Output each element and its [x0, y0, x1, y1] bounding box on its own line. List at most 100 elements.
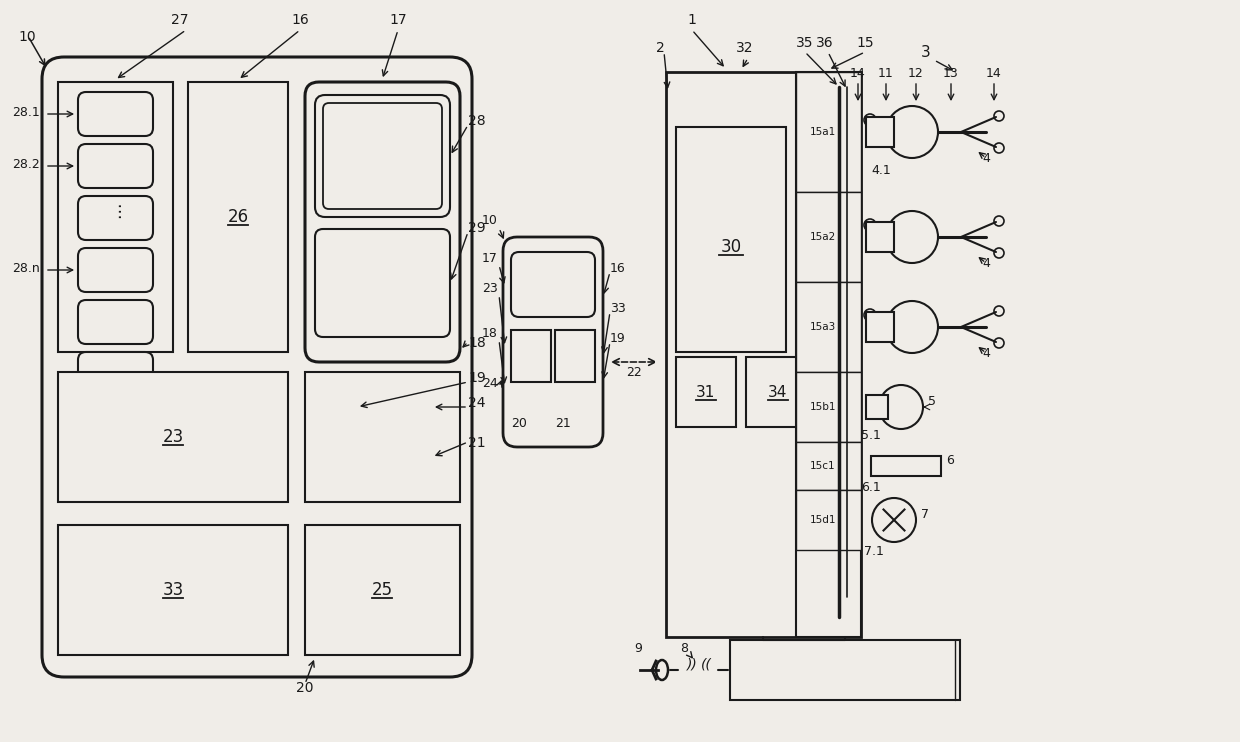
Text: 5: 5 — [928, 395, 936, 408]
Text: 21: 21 — [556, 417, 570, 430]
Text: 18: 18 — [482, 327, 498, 340]
Text: 16: 16 — [291, 13, 309, 27]
Text: 15b1: 15b1 — [810, 402, 836, 412]
Text: 4.1: 4.1 — [872, 164, 890, 177]
Bar — [666, 72, 861, 637]
Text: 18: 18 — [467, 336, 486, 350]
Text: 15c1: 15c1 — [810, 461, 836, 471]
FancyBboxPatch shape — [78, 196, 153, 240]
FancyBboxPatch shape — [42, 57, 472, 677]
Text: 33: 33 — [162, 581, 184, 599]
Text: 24: 24 — [467, 396, 486, 410]
Text: 3: 3 — [921, 45, 931, 60]
Text: 34: 34 — [769, 384, 787, 399]
FancyBboxPatch shape — [315, 229, 450, 337]
Bar — [866, 222, 894, 252]
Bar — [796, 72, 861, 192]
Bar — [866, 312, 894, 342]
FancyBboxPatch shape — [503, 237, 603, 447]
Circle shape — [887, 211, 937, 263]
Bar — [866, 395, 888, 419]
Bar — [305, 372, 460, 502]
Text: 30: 30 — [720, 238, 742, 256]
Text: 11: 11 — [878, 67, 894, 80]
Text: 6.1: 6.1 — [861, 481, 880, 494]
Bar — [58, 82, 174, 352]
Text: 23: 23 — [162, 428, 184, 446]
Text: 2: 2 — [656, 41, 665, 55]
Text: 16: 16 — [610, 262, 626, 275]
Text: 4: 4 — [982, 257, 990, 270]
FancyBboxPatch shape — [315, 95, 450, 217]
Text: 17: 17 — [482, 252, 498, 265]
Ellipse shape — [322, 396, 357, 418]
Bar — [796, 490, 861, 550]
Circle shape — [994, 248, 1004, 258]
Bar — [746, 357, 811, 427]
Text: …: … — [105, 202, 124, 218]
Bar — [796, 442, 861, 490]
Text: 20: 20 — [511, 417, 527, 430]
Text: 15a2: 15a2 — [810, 232, 836, 242]
FancyBboxPatch shape — [78, 352, 153, 396]
Text: 5.1: 5.1 — [861, 429, 880, 442]
Text: 20: 20 — [296, 681, 314, 695]
Text: 12: 12 — [908, 67, 924, 80]
FancyBboxPatch shape — [305, 82, 460, 362]
FancyBboxPatch shape — [511, 252, 595, 317]
Bar — [556, 330, 595, 382]
Text: 9: 9 — [634, 642, 642, 655]
Ellipse shape — [398, 396, 432, 418]
Bar — [796, 192, 861, 282]
Text: 27: 27 — [171, 13, 188, 27]
Text: 28.n: 28.n — [12, 261, 40, 275]
FancyBboxPatch shape — [78, 300, 153, 344]
Circle shape — [994, 338, 1004, 348]
Circle shape — [994, 143, 1004, 153]
Bar — [866, 117, 894, 147]
Bar — [676, 357, 737, 427]
Text: 31: 31 — [697, 384, 715, 399]
Circle shape — [533, 397, 549, 413]
Text: 28.2: 28.2 — [12, 157, 40, 171]
Text: 7: 7 — [921, 508, 929, 521]
Bar — [730, 640, 960, 700]
Text: 21: 21 — [467, 436, 486, 450]
Circle shape — [879, 385, 923, 429]
Text: 24: 24 — [482, 377, 498, 390]
Text: 28.1: 28.1 — [12, 105, 40, 119]
FancyBboxPatch shape — [78, 248, 153, 292]
Bar — [58, 525, 288, 655]
Circle shape — [864, 114, 875, 126]
Text: 36: 36 — [816, 36, 833, 50]
Ellipse shape — [398, 446, 432, 468]
Text: 33: 33 — [610, 302, 626, 315]
Bar — [58, 372, 288, 502]
Text: 13: 13 — [944, 67, 959, 80]
Text: 29: 29 — [467, 221, 486, 235]
Text: 32: 32 — [737, 41, 754, 55]
Text: 15a3: 15a3 — [810, 322, 836, 332]
Bar — [796, 282, 861, 372]
FancyBboxPatch shape — [78, 92, 153, 136]
Text: 15: 15 — [856, 36, 874, 50]
Text: 10: 10 — [482, 214, 498, 227]
Ellipse shape — [322, 446, 357, 468]
Text: 19: 19 — [467, 371, 486, 385]
Circle shape — [887, 106, 937, 158]
Circle shape — [513, 397, 529, 413]
Circle shape — [994, 306, 1004, 316]
FancyBboxPatch shape — [78, 144, 153, 188]
Text: 6: 6 — [946, 454, 954, 467]
Bar — [511, 330, 551, 382]
Text: 28: 28 — [467, 114, 486, 128]
FancyBboxPatch shape — [322, 103, 441, 209]
Text: 14: 14 — [986, 67, 1002, 80]
Circle shape — [577, 397, 593, 413]
Circle shape — [864, 309, 875, 321]
Bar — [676, 127, 786, 352]
Circle shape — [994, 111, 1004, 121]
Circle shape — [864, 219, 875, 231]
Circle shape — [994, 216, 1004, 226]
Text: 10: 10 — [19, 30, 36, 44]
